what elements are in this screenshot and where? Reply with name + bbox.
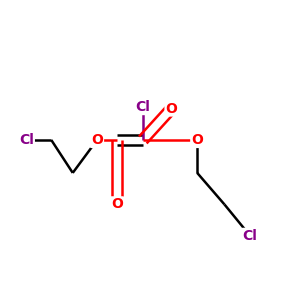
- Text: O: O: [91, 133, 103, 147]
- Text: Cl: Cl: [19, 133, 34, 147]
- Text: Cl: Cl: [135, 100, 150, 114]
- Text: Cl: Cl: [243, 229, 258, 243]
- Text: O: O: [191, 133, 203, 147]
- Text: O: O: [166, 101, 177, 116]
- Text: O: O: [111, 197, 123, 212]
